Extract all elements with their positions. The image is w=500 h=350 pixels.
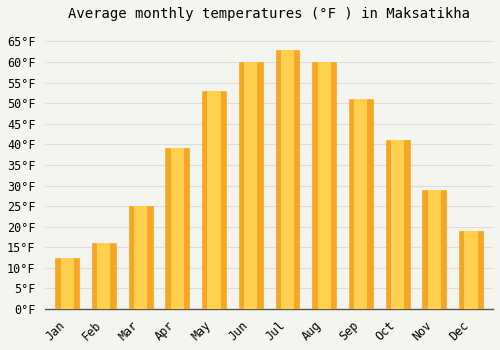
Bar [391, 140, 404, 309]
Title: Average monthly temperatures (°F ) in Maksatikha: Average monthly temperatures (°F ) in Ma… [68, 7, 470, 21]
Bar [60, 258, 74, 309]
Bar [459, 231, 483, 309]
Bar [134, 206, 147, 309]
Bar [92, 243, 116, 309]
Bar [276, 50, 299, 309]
Bar [128, 206, 152, 309]
Bar [208, 91, 220, 309]
Bar [318, 62, 330, 309]
Bar [98, 243, 110, 309]
Bar [202, 91, 226, 309]
Bar [312, 62, 336, 309]
Bar [239, 62, 262, 309]
Bar [464, 231, 477, 309]
Bar [281, 50, 294, 309]
Bar [349, 99, 373, 309]
Bar [386, 140, 409, 309]
Bar [354, 99, 368, 309]
Bar [56, 258, 79, 309]
Bar [166, 148, 190, 309]
Bar [244, 62, 258, 309]
Bar [171, 148, 184, 309]
Bar [428, 190, 441, 309]
Bar [422, 190, 446, 309]
